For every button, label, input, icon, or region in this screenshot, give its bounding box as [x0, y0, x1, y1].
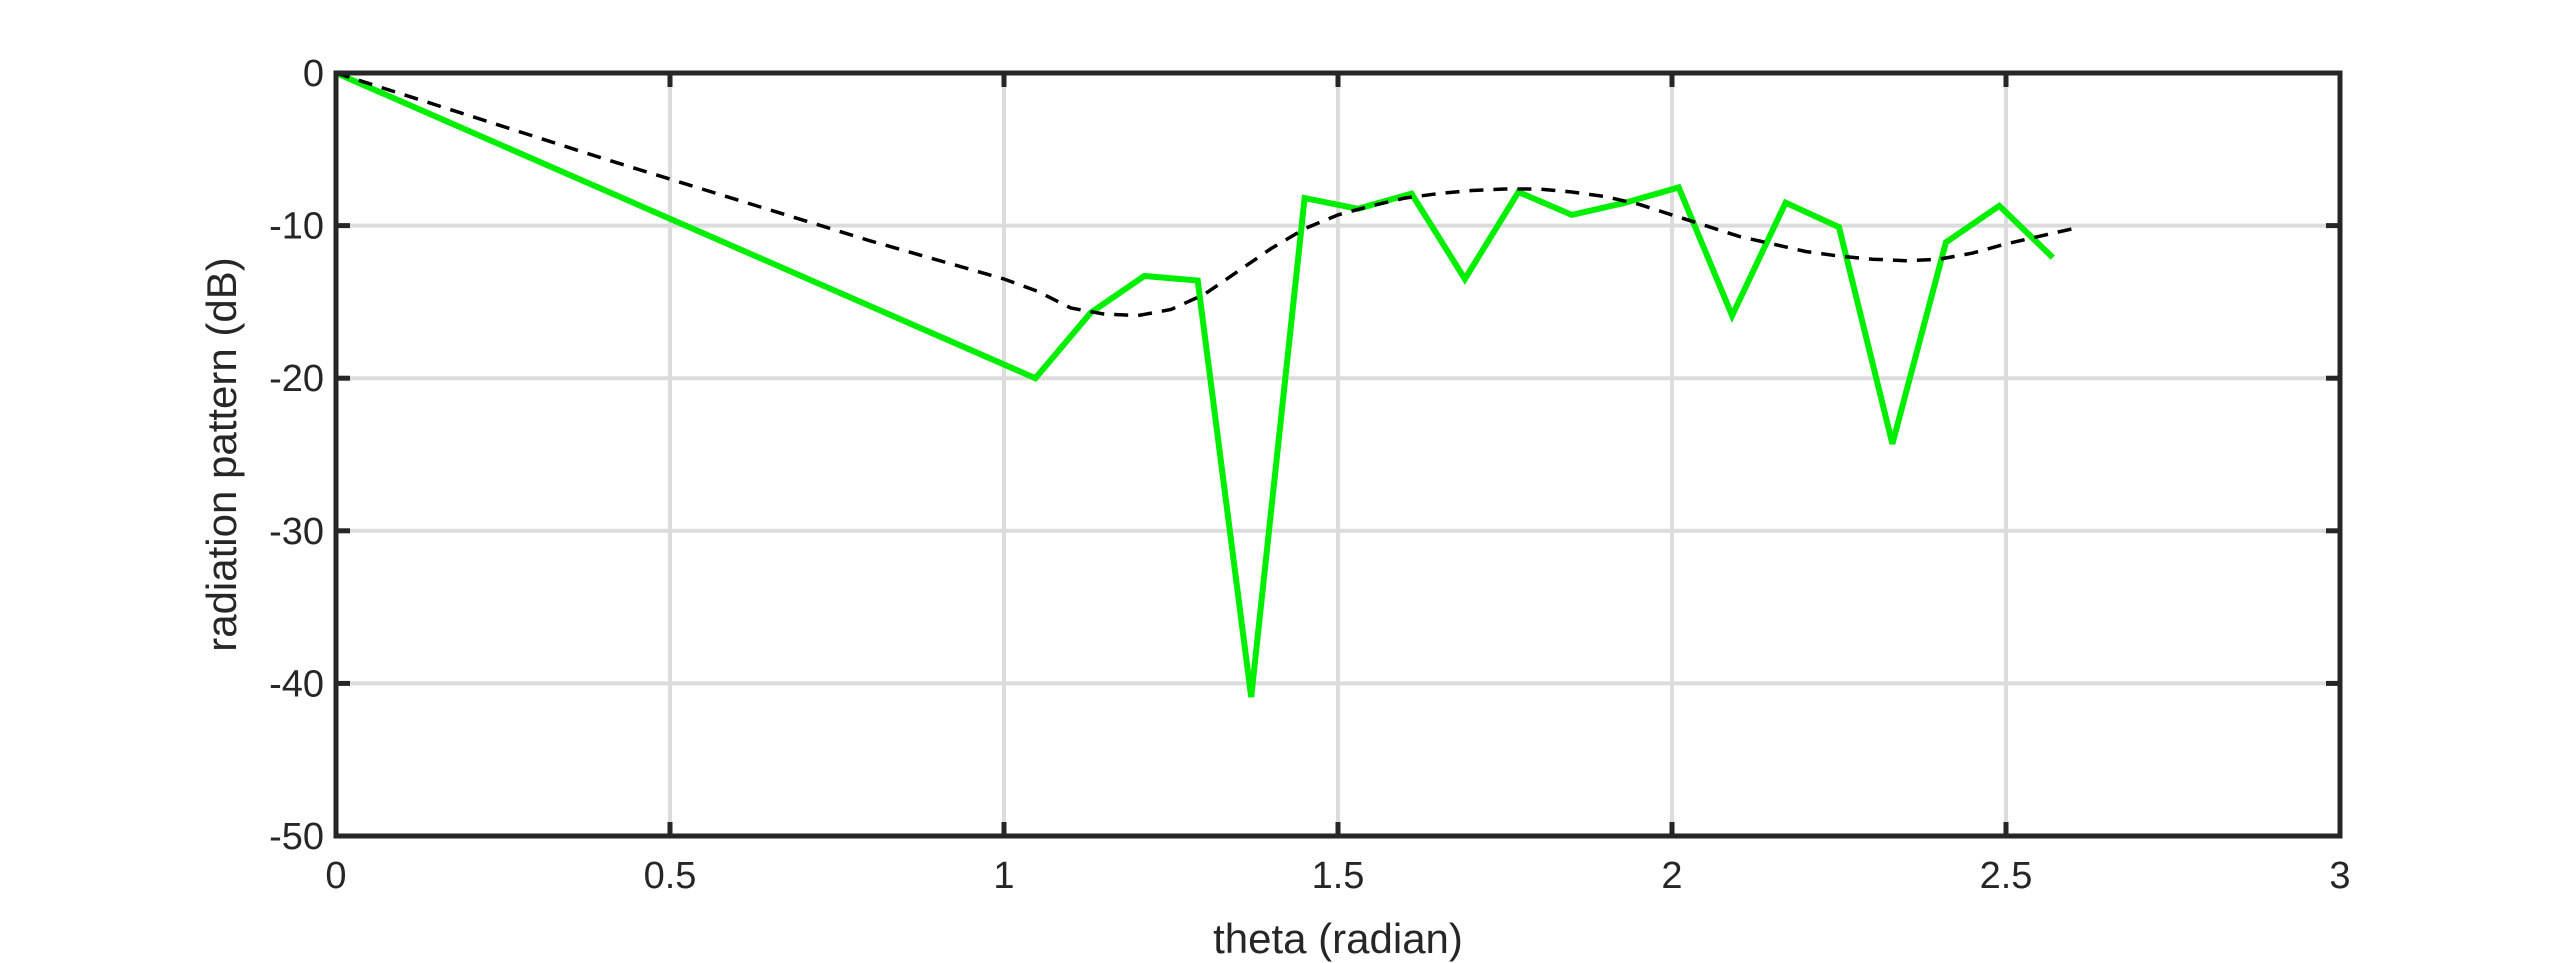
series-dashed-line [335, 71, 2074, 318]
series-layer [334, 70, 2074, 698]
y-tick-label: -20 [269, 358, 324, 400]
x-axis-label: theta (radian) [1213, 915, 1463, 962]
y-tick-label: -10 [269, 206, 324, 248]
x-tick-label: 0 [325, 855, 346, 897]
x-tick-label: 0.5 [644, 855, 697, 897]
x-tick-label: 2.5 [1980, 855, 2033, 897]
y-tick-label: -50 [269, 816, 324, 858]
x-tick-label: 3 [2329, 855, 2350, 897]
y-tick-label: -40 [269, 663, 324, 705]
grid-layer [336, 73, 2340, 836]
y-tick-label: 0 [303, 53, 324, 95]
y-axis-label: radiation pattern (dB) [198, 257, 245, 652]
series-solid-line [334, 70, 2055, 698]
x-tick-label: 2 [1661, 855, 1682, 897]
ticks-layer: 0 0.5 1 1.5 2 2.5 3 0 -10 -20 -30 -40 -50 [269, 53, 2350, 897]
x-tick-label: 1.5 [1312, 855, 1365, 897]
x-tick-label: 1 [993, 855, 1014, 897]
y-tick-label: -30 [269, 511, 324, 553]
